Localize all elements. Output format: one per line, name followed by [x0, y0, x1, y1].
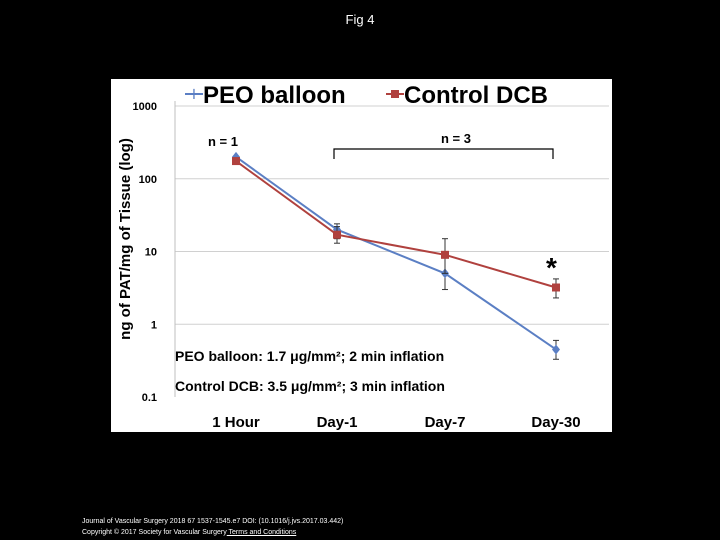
copyright-text: Copyright © 2017 Society for Vascular Su… — [82, 529, 227, 536]
legend-dcb-label: Control DCB — [404, 82, 548, 109]
significance-star: * — [546, 252, 557, 283]
grid-lines — [174, 101, 609, 397]
annotation-n1: n = 1 — [208, 134, 238, 149]
citation-line: Journal of Vascular Surgery 2018 67 1537… — [82, 518, 344, 525]
series-control-dcb — [232, 157, 560, 299]
legend-peo-marker: + — [187, 84, 200, 103]
x-tick-label: 1 Hour — [212, 414, 260, 431]
x-axis-ticks: 1 Hour Day-1 Day-7 Day-30 — [212, 414, 580, 431]
y-tick-label: 0.1 — [142, 392, 157, 404]
note-peo: PEO balloon: 1.7 μg/mm²; 2 min inflation — [175, 348, 444, 364]
y-axis-label: ng of PAT/mg of Tissue (log) — [117, 138, 134, 340]
x-tick-label: Day-1 — [317, 414, 358, 431]
series — [232, 151, 560, 360]
copyright-line: Copyright © 2017 Society for Vascular Su… — [82, 528, 296, 537]
y-tick-label: 10 — [145, 247, 157, 259]
legend-peo-label: PEO balloon — [203, 82, 346, 109]
annotation-n3: n = 3 — [441, 131, 471, 146]
y-axis-ticks: 0.1 1 10 100 1000 — [133, 101, 157, 404]
series-peo-balloon — [232, 151, 560, 360]
data-point — [552, 283, 560, 292]
data-point — [441, 250, 449, 259]
chart-panel: 0.1 1 10 100 1000 1 Hour Day-1 Day-7 Day-30 ng … — [111, 79, 612, 432]
legend: + PEO balloon Control DCB — [185, 82, 548, 109]
series-line — [235, 156, 557, 351]
y-tick-label: 1 — [151, 319, 157, 331]
data-point — [232, 157, 240, 166]
data-point — [552, 344, 560, 355]
y-tick-label: 100 — [139, 174, 157, 186]
n3-bracket — [333, 148, 554, 159]
line-chart: 0.1 1 10 100 1000 1 Hour Day-1 Day-7 Day-30 ng … — [117, 82, 609, 431]
terms-link[interactable]: Terms and Conditions — [226, 529, 297, 536]
slide-title: Fig 4 — [345, 12, 375, 27]
data-point — [333, 230, 341, 239]
x-tick-label: Day-30 — [531, 414, 580, 431]
note-dcb: Control DCB: 3.5 μg/mm²; 3 min inflation — [175, 378, 445, 394]
legend-dcb-marker — [391, 90, 399, 98]
y-tick-label: 1000 — [133, 101, 157, 113]
x-tick-label: Day-7 — [425, 414, 466, 431]
series-line — [235, 160, 557, 289]
